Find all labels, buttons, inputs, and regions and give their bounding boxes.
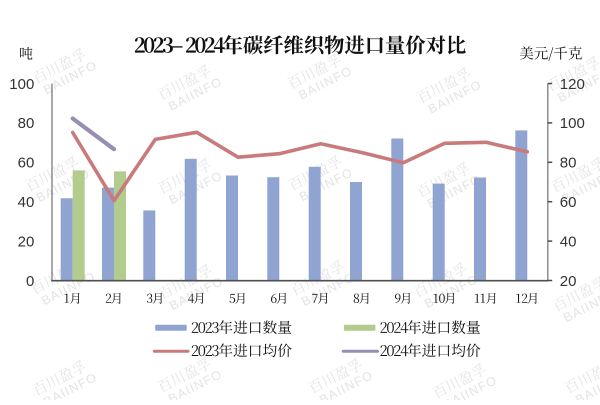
svg-text:80: 80 — [18, 115, 35, 132]
svg-text:60: 60 — [560, 194, 577, 211]
svg-text:20: 20 — [18, 233, 35, 250]
svg-text:0: 0 — [26, 273, 34, 290]
svg-text:80: 80 — [560, 155, 577, 172]
svg-text:120: 120 — [560, 76, 585, 93]
svg-text:60: 60 — [18, 155, 35, 172]
svg-text:40: 40 — [560, 233, 577, 250]
svg-text:100: 100 — [9, 76, 34, 93]
svg-text:100: 100 — [560, 115, 585, 132]
svg-text:40: 40 — [18, 194, 35, 211]
svg-text:20: 20 — [560, 273, 577, 290]
